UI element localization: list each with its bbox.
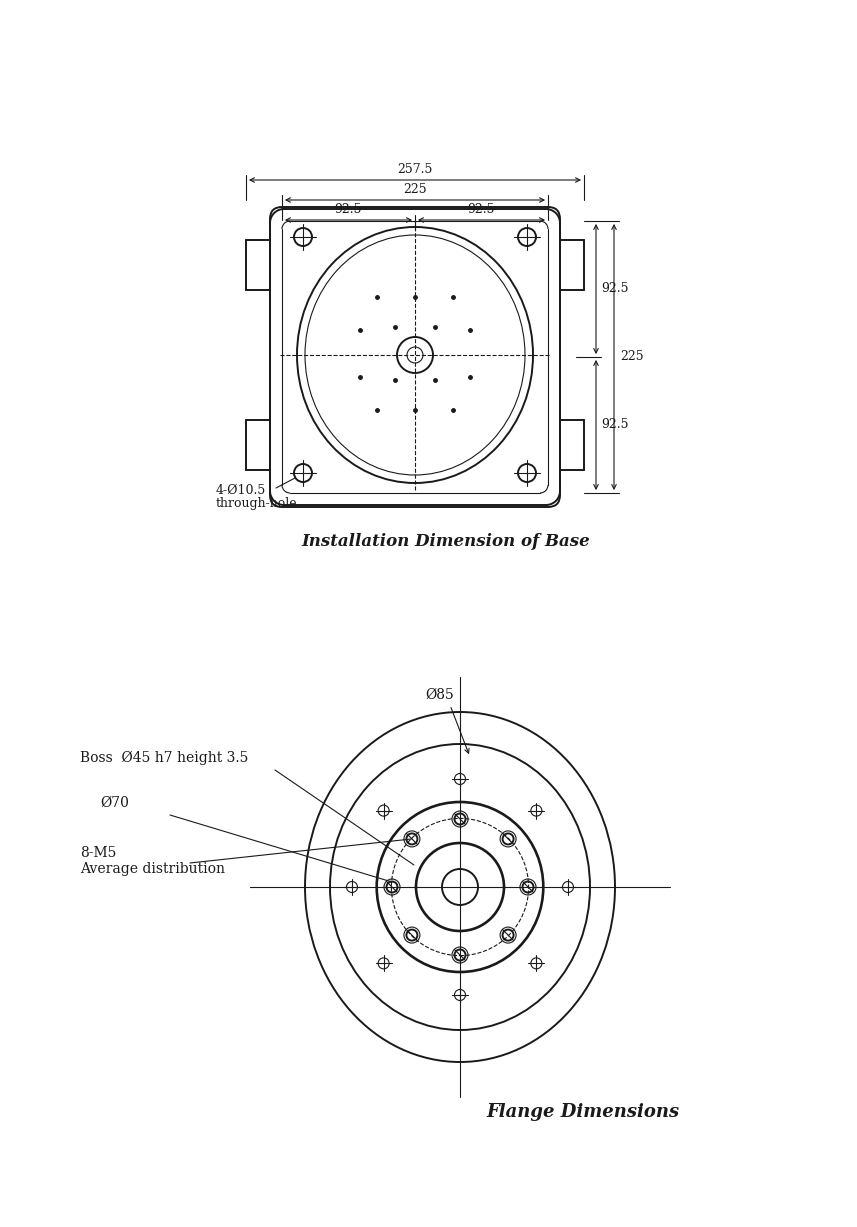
Text: 92.5: 92.5: [601, 418, 628, 432]
Text: through-hole: through-hole: [216, 497, 297, 510]
Text: 225: 225: [620, 351, 644, 363]
Text: 8-M5: 8-M5: [80, 845, 117, 860]
Text: 92.5: 92.5: [601, 282, 628, 296]
Text: 92.5: 92.5: [468, 202, 495, 216]
Text: Boss  Ø45 h7 height 3.5: Boss Ø45 h7 height 3.5: [80, 751, 249, 766]
Text: 257.5: 257.5: [398, 163, 433, 175]
Text: Installation Dimension of Base: Installation Dimension of Base: [302, 534, 590, 551]
Text: Flange Dimensions: Flange Dimensions: [487, 1103, 680, 1121]
Text: Average distribution: Average distribution: [80, 863, 225, 876]
FancyBboxPatch shape: [270, 207, 560, 507]
Text: Ø70: Ø70: [100, 796, 129, 810]
Text: 92.5: 92.5: [335, 202, 363, 216]
Text: Ø85: Ø85: [425, 688, 453, 702]
Text: 225: 225: [403, 183, 427, 196]
Text: 4-Ø10.5: 4-Ø10.5: [216, 483, 267, 497]
